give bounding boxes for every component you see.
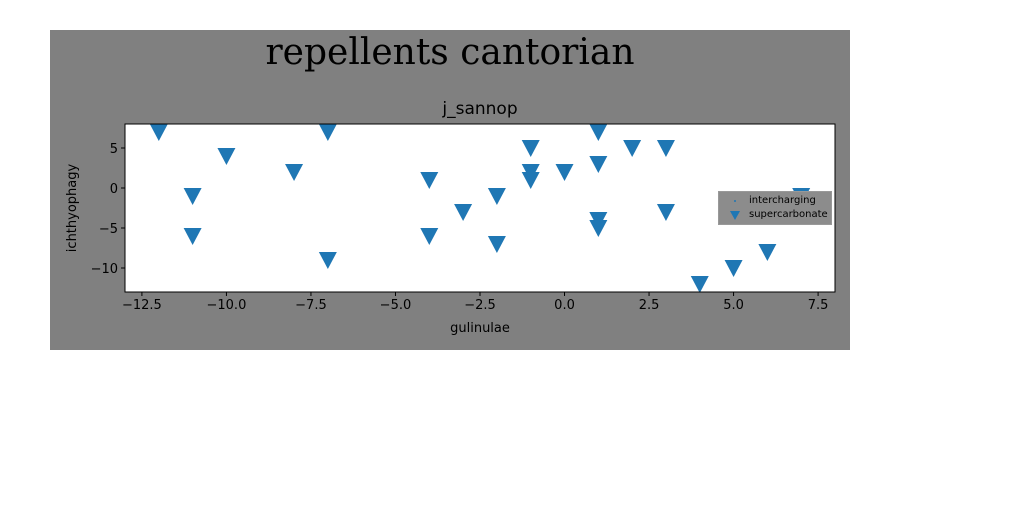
legend-label: supercarbonate [749,209,828,220]
x-tick-label: −7.5 [295,298,327,313]
legend-item-intercharging: intercharging [719,194,831,208]
data-point [285,164,304,181]
data-point [656,204,675,221]
data-point [487,236,506,253]
y-tick-label: 5 [110,142,118,157]
data-point [183,228,202,245]
y-tick-label: −5 [99,222,118,237]
x-tick-label: 5.0 [723,298,744,313]
legend: intercharging supercarbonate [718,191,832,225]
x-tick-label: −12.5 [122,298,162,313]
data-point [521,172,540,189]
legend-marker-point [734,200,736,202]
x-tick-label: 7.5 [808,298,829,313]
data-point [217,148,236,165]
x-tick-label: 2.5 [639,298,660,313]
data-point [420,228,439,245]
chart-title: j_sannop [441,99,517,119]
data-point [589,124,608,141]
figure-suptitle: repellents cantorian [265,32,635,73]
data-point [589,156,608,173]
scatter-chart: −12.5 −10.0 −7.5 −5.0 −2.5 0.0 2.5 5.0 7.5 5 0 −5 −1… [65,99,836,336]
data-point [724,260,743,277]
x-tick-label: 0.0 [554,298,575,313]
x-tick-label: −5.0 [380,298,412,313]
data-point [623,140,642,157]
y-axis-label: ichthyophagy [65,164,80,253]
data-point [521,140,540,157]
data-point [454,204,473,221]
plot-area [125,124,835,292]
data-point [420,172,439,189]
data-point [487,188,506,205]
data-point [758,244,777,261]
data-point [690,276,709,293]
y-tick-label: 0 [110,182,118,197]
data-point [183,188,202,205]
data-point [656,140,675,157]
legend-item-supercarbonate: supercarbonate [719,208,831,222]
data-point [555,164,574,181]
y-tick-label: −10 [91,262,118,277]
data-point [149,124,168,141]
legend-label: intercharging [749,195,816,206]
legend-marker-triangle-down [730,211,740,220]
x-tick-label: −10.0 [207,298,247,313]
x-axis-label: gulinulae [450,321,510,336]
data-point [318,252,337,269]
x-tick-label: −2.5 [464,298,496,313]
data-point [318,124,337,141]
data-point [589,220,608,237]
figure: repellents cantorian −12.5 −10.0 −7.5 −5.0−… [50,30,850,350]
